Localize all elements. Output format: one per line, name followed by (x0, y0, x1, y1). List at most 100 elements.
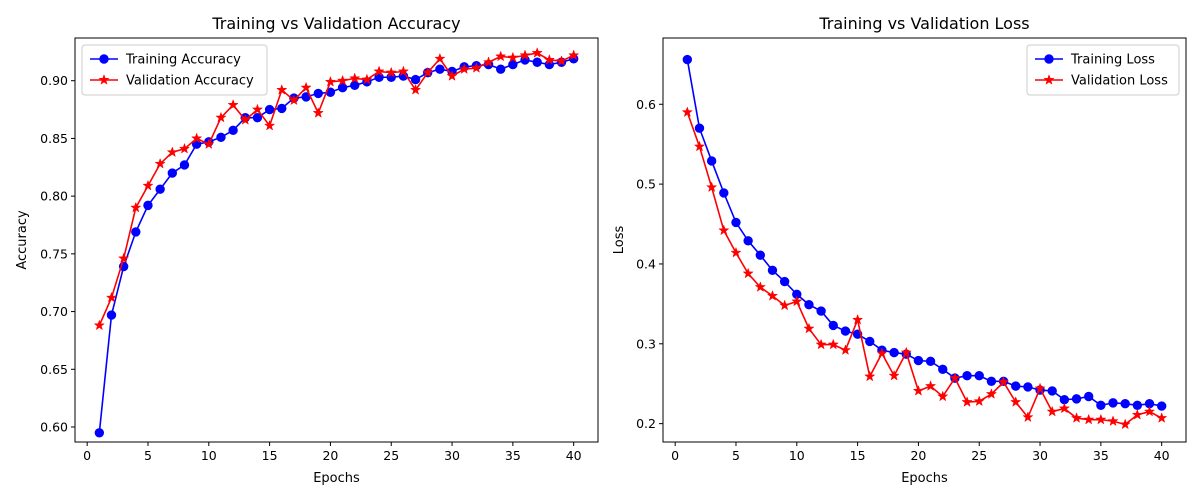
accuracy-series-1-point (336, 74, 349, 86)
accuracy-series-1-point (154, 157, 166, 169)
accuracy-legend: Training Accuracy Validation Accuracy (81, 44, 268, 96)
loss-series-1-point (1143, 405, 1156, 417)
loss-series-1-point (681, 106, 693, 118)
loss-series-1-point (876, 347, 888, 359)
accuracy-series-0-point (532, 57, 542, 67)
loss-legend: Training Loss Validation Loss (1026, 44, 1180, 96)
accuracy-series-1-point (215, 111, 227, 123)
loss-series-0-point (1023, 382, 1033, 392)
accuracy-x-tick-label: 0 (83, 448, 91, 463)
loss-x-tick-label: 25 (971, 448, 987, 463)
accuracy-y-tick-label: 0.85 (40, 131, 68, 146)
accuracy-series-1-point (446, 70, 458, 81)
loss-series-1-point (766, 289, 779, 301)
loss-x-tick-label: 10 (789, 448, 805, 463)
accuracy-series-1-point (178, 142, 191, 154)
accuracy-series-1-point (458, 63, 470, 74)
loss-series-1-point (900, 346, 912, 358)
loss-plot-frame (662, 37, 1187, 443)
accuracy-series-1-point (166, 146, 178, 158)
loss-series-0-point (986, 376, 997, 387)
accuracy-plot-frame (74, 37, 599, 443)
loss-series-1-point (1083, 413, 1095, 425)
loss-series-1-point (997, 376, 1010, 387)
loss-series-1-point (924, 380, 937, 391)
accuracy-x-axis-label: Epochs (313, 471, 360, 486)
loss-series-1-point (1131, 408, 1144, 420)
loss-series-0-point (1047, 386, 1057, 396)
loss-series-1-point (1058, 402, 1071, 414)
loss-series-0-point (694, 123, 705, 133)
accuracy-x-tick-label: 30 (444, 448, 460, 463)
loss-series-1-point (742, 267, 754, 279)
accuracy-series-1-point (117, 252, 130, 264)
accuracy-series-0-point (179, 160, 190, 170)
loss-series-0-line (686, 59, 1162, 407)
loss-y-tick-label: 0.2 (636, 416, 656, 431)
accuracy-series-1-point (349, 72, 361, 84)
accuracy-series-0-point (106, 310, 117, 320)
loss-series-0-point (889, 347, 899, 358)
accuracy-series-1-point (568, 49, 580, 61)
loss-legend-box (1026, 44, 1180, 96)
loss-series-1-line (686, 111, 1163, 426)
accuracy-series-1-point (93, 319, 105, 331)
loss-series-0-point (840, 326, 851, 336)
accuracy-series-0-point (313, 88, 323, 99)
loss-x-tick-label: 15 (850, 448, 866, 463)
accuracy-y-tick-label: 0.75 (40, 246, 68, 261)
loss-series-1-point (1046, 405, 1058, 417)
loss-series-1-point (803, 322, 815, 334)
accuracy-series-1-point (422, 66, 434, 78)
loss-series-1-point (851, 313, 864, 325)
loss-series-1-point (864, 370, 876, 382)
accuracy-series-1-point (555, 55, 568, 66)
loss-series-0-point (1011, 381, 1021, 391)
accuracy-series-0-point (337, 82, 348, 93)
accuracy-series-1-point (227, 98, 239, 110)
accuracy-series-1-point (543, 53, 556, 65)
accuracy-series-0-point (495, 64, 506, 74)
accuracy-legend-label: Training Accuracy (125, 53, 241, 68)
accuracy-series-0-point (216, 132, 226, 142)
accuracy-series-0-point (155, 184, 165, 194)
loss-series-0-point (1108, 398, 1118, 408)
accuracy-x-tick-label: 40 (566, 448, 582, 463)
accuracy-series-0-point (264, 104, 275, 115)
accuracy-series-1-point (470, 62, 483, 73)
loss-series-1-point (973, 395, 985, 407)
loss-series-0-point (731, 217, 741, 228)
loss-series-1-point (1095, 413, 1107, 425)
loss-series-0-point (816, 306, 826, 316)
accuracy-series-1-point (203, 138, 215, 150)
accuracy-series-0-point (167, 168, 178, 178)
accuracy-chart: Training vs Validation Accuracy 0 5 10 15 20 2… (15, 14, 599, 486)
accuracy-series-0-point (508, 59, 518, 70)
loss-legend-label: Training Loss (1070, 53, 1155, 68)
loss-series-0-point (865, 336, 875, 347)
loss-series-0-point (767, 265, 778, 276)
loss-x-tick-label: 20 (910, 448, 926, 463)
loss-series-0-point (779, 276, 790, 287)
loss-series-1-point (949, 372, 961, 383)
accuracy-x-tick-label: 35 (505, 448, 521, 463)
accuracy-chart-title: Training vs Validation Accuracy (211, 14, 460, 33)
accuracy-series-1-point (519, 49, 531, 61)
loss-series-0-point (755, 250, 766, 260)
accuracy-series-1-point (373, 65, 385, 77)
loss-y-tick-label: 0.3 (636, 336, 656, 351)
loss-series-1-point (778, 299, 791, 311)
loss-series-1-point (888, 369, 900, 381)
loss-series-0-point (1071, 394, 1082, 404)
accuracy-series-0-point (350, 80, 360, 91)
loss-x-tick-label: 0 (671, 448, 679, 463)
accuracy-legend-marker (98, 74, 110, 85)
loss-y-tick-label: 0.4 (636, 256, 656, 271)
loss-series-1-point (754, 281, 766, 292)
loss-series-0-point (1120, 398, 1130, 409)
accuracy-series-1-point (105, 291, 118, 303)
accuracy-x-tick-label: 20 (322, 448, 338, 463)
loss-series-0-point (974, 371, 984, 381)
accuracy-legend-label: Validation Accuracy (126, 74, 254, 89)
loss-series-1-point (718, 224, 730, 236)
